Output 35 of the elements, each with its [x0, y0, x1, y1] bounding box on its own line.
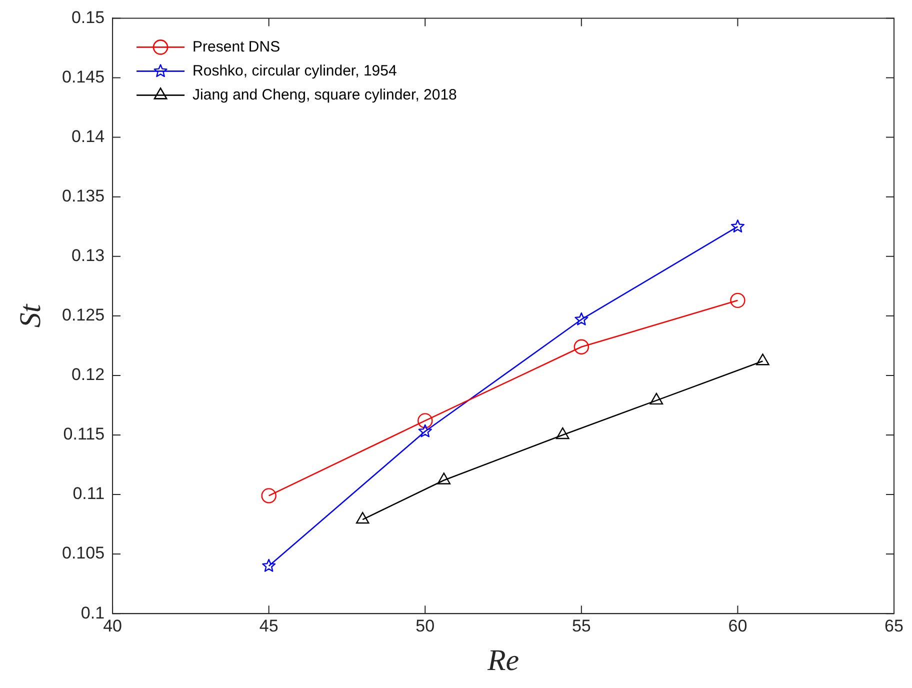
x-tick-label: 55 [572, 616, 591, 636]
point [574, 312, 588, 326]
legend-label: Roshko, circular cylinder, 1954 [192, 62, 397, 80]
x-tick-label: 50 [416, 616, 435, 636]
x-axis-title: Re [486, 644, 520, 677]
y-tick-label: 0.14 [71, 126, 105, 146]
point [574, 339, 590, 354]
point [730, 292, 746, 308]
y-tick-label: 0.105 [62, 544, 105, 563]
legend-label: Present DNS [192, 38, 280, 56]
y-tick-label: 0.12 [71, 365, 105, 384]
y-tick-label: 0.15 [71, 8, 105, 27]
point [730, 219, 744, 232]
y-axis-title: St [14, 304, 47, 328]
point [756, 354, 770, 366]
legend-label: Jiang and Cheng, square cylinder, 2018 [192, 86, 457, 104]
y-tick-label: 0.135 [62, 186, 105, 206]
point [262, 558, 276, 572]
y-tick-label: 0.11 [72, 484, 105, 504]
point [418, 413, 433, 428]
point [650, 392, 664, 405]
y-tick-label: 0.115 [63, 424, 105, 444]
point [418, 424, 432, 438]
y-tick-label: 0.1 [80, 603, 105, 622]
point [556, 427, 570, 440]
y-tick-label: 0.125 [62, 306, 105, 325]
y-tick-label: 0.145 [62, 67, 105, 86]
x-tick-label: 65 [884, 616, 904, 636]
point [261, 488, 276, 504]
x-tick-label: 45 [259, 616, 278, 636]
x-tick-label: 40 [103, 616, 122, 636]
y-tick-label: 0.13 [71, 246, 105, 266]
point [437, 472, 451, 484]
x-tick-label: 60 [728, 616, 748, 636]
point [356, 512, 370, 524]
